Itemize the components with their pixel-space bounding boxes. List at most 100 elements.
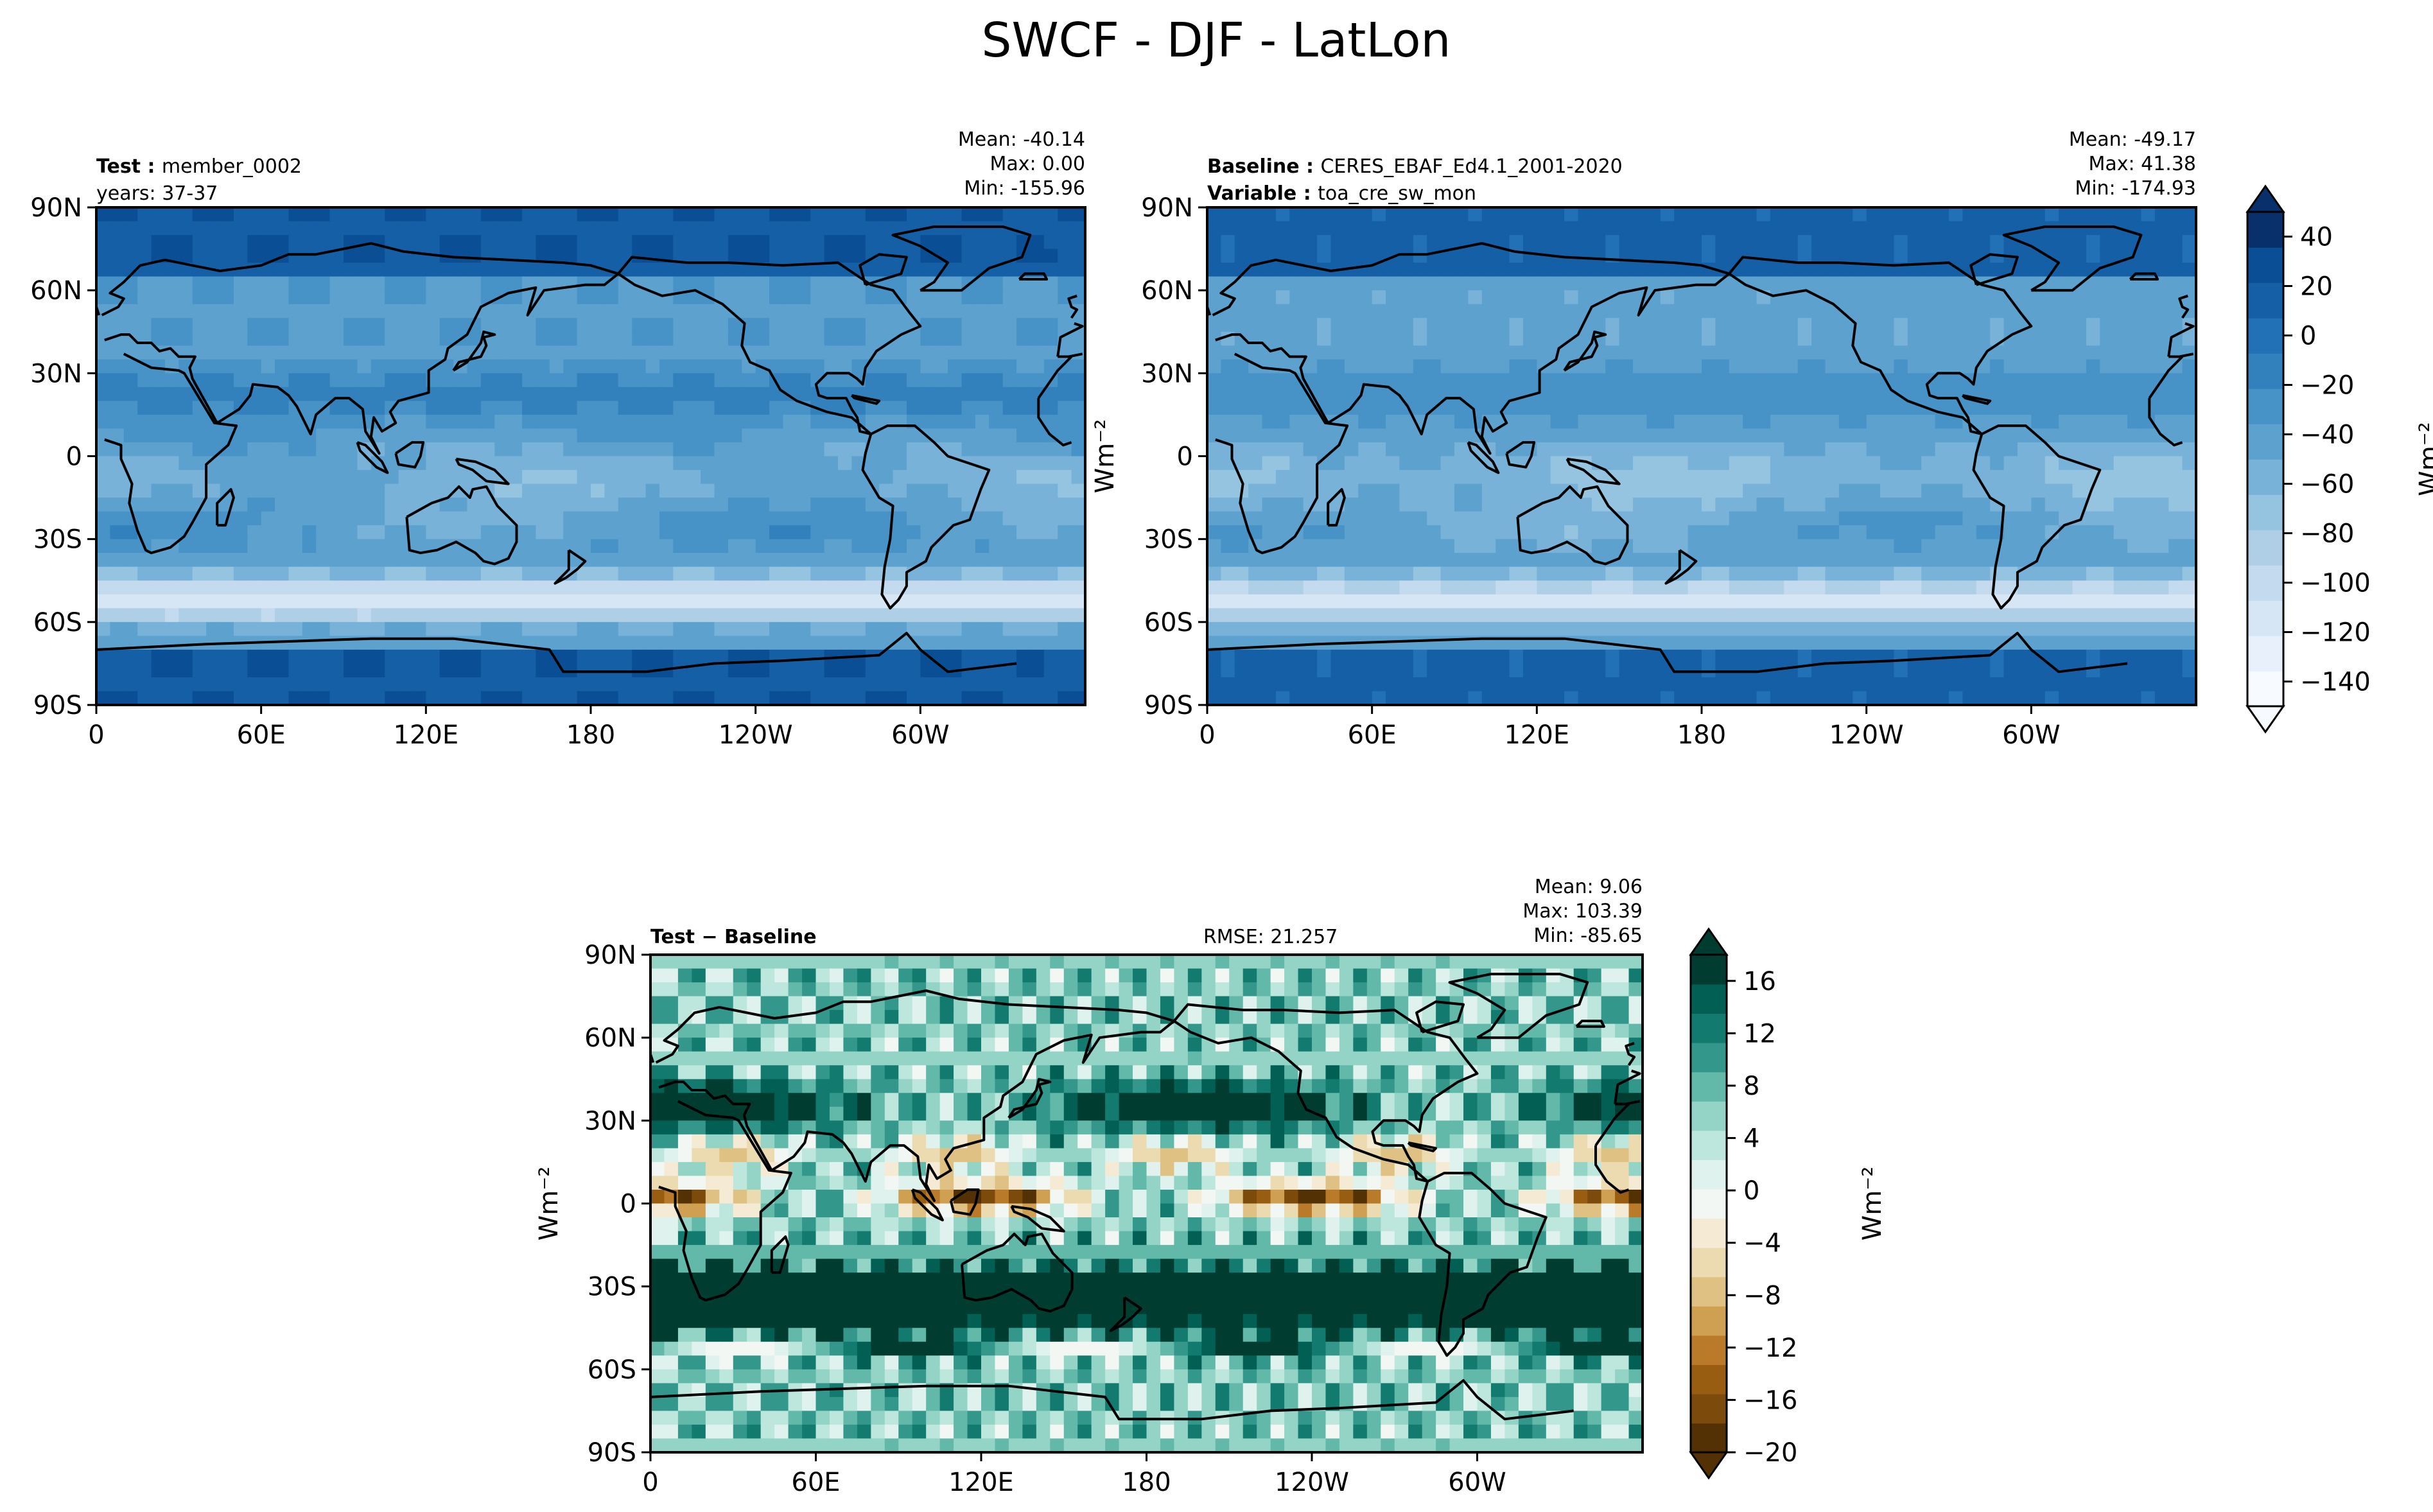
heat-cell xyxy=(426,331,440,346)
heat-cell xyxy=(1907,221,1922,236)
heat-cell xyxy=(1962,221,1977,236)
heat-cell xyxy=(1537,428,1551,443)
heat-cell xyxy=(2100,636,2115,650)
heat-cell xyxy=(137,498,152,512)
heat-cell xyxy=(618,621,632,636)
heat-cell xyxy=(796,663,811,678)
heat-cell xyxy=(796,553,811,568)
heat-cell xyxy=(1743,428,1757,443)
heat-cell xyxy=(508,621,523,636)
heat-cell xyxy=(371,649,385,665)
heat-cell xyxy=(1674,221,1689,236)
heat-cell xyxy=(275,511,290,526)
heat-cell xyxy=(810,207,825,222)
heat-cell xyxy=(192,580,207,595)
heat-cell xyxy=(1440,235,1455,250)
heat-cell xyxy=(2017,498,2032,512)
heat-cell xyxy=(865,498,880,512)
heat-cell xyxy=(412,649,426,665)
heat-cell xyxy=(192,276,207,291)
heat-cell xyxy=(1358,621,1373,636)
heat-cell xyxy=(838,677,852,692)
heat-cell xyxy=(1522,553,1537,568)
heat-cell xyxy=(893,276,907,291)
heat-cell xyxy=(2100,373,2115,388)
heat-cell xyxy=(2100,331,2115,346)
heat-cell xyxy=(329,636,344,650)
heat-cell xyxy=(893,428,907,443)
heat-cell xyxy=(1058,580,1072,595)
heat-cell xyxy=(508,580,523,595)
heat-cell xyxy=(1221,387,1235,401)
heat-cell xyxy=(1440,414,1455,430)
heat-cell xyxy=(508,456,523,471)
heat-cell xyxy=(769,235,784,250)
heat-cell xyxy=(989,331,1004,346)
heat-cell xyxy=(2127,331,2142,346)
heat-cell xyxy=(275,636,290,650)
heat-cell xyxy=(906,331,921,346)
heat-cell xyxy=(261,290,275,305)
heat-cell xyxy=(893,621,907,636)
heat-cell xyxy=(398,594,413,609)
heat-cell xyxy=(1234,442,1249,457)
heat-cell xyxy=(673,525,688,540)
heat-cell xyxy=(1234,263,1249,277)
heat-cell xyxy=(591,498,605,512)
heat-cell xyxy=(1234,373,1249,388)
heat-cell xyxy=(701,442,715,457)
heat-cell xyxy=(1275,525,1290,540)
heat-cell xyxy=(192,207,207,222)
heat-cell xyxy=(1030,221,1045,236)
heat-cell xyxy=(769,456,784,471)
heat-cell xyxy=(412,621,426,636)
heat-cell xyxy=(604,636,619,650)
heat-cell xyxy=(824,290,839,305)
heat-cell xyxy=(1853,401,1867,415)
heat-cell xyxy=(398,663,413,678)
heat-cell xyxy=(480,359,495,374)
heat-cell xyxy=(1756,498,1771,512)
heat-cell xyxy=(316,553,331,568)
heat-cell xyxy=(1207,621,1221,636)
heat-cell xyxy=(1016,566,1031,581)
heat-cell xyxy=(1399,608,1414,623)
heat-cell xyxy=(344,539,358,553)
heat-cell xyxy=(275,553,290,568)
heat-cell xyxy=(865,636,880,650)
heat-cell xyxy=(1962,525,1977,540)
heat-cell xyxy=(96,691,110,705)
heat-cell xyxy=(989,414,1004,430)
heat-cell xyxy=(1058,649,1072,665)
heat-cell xyxy=(1715,221,1730,236)
heat-cell xyxy=(2059,235,2073,250)
heat-cell xyxy=(1811,608,1826,623)
heat-cell xyxy=(1221,276,1235,291)
heat-cell xyxy=(508,470,523,485)
heat-cell xyxy=(975,539,990,553)
heat-cell xyxy=(233,539,248,553)
stats-line: Min: -155.96 xyxy=(964,177,1085,200)
heat-cell xyxy=(2072,636,2087,650)
heat-cell xyxy=(686,621,701,636)
heat-cell xyxy=(302,304,317,318)
heat-cell xyxy=(344,525,358,540)
heat-cell xyxy=(796,511,811,526)
heat-cell xyxy=(1399,359,1414,374)
heat-cell xyxy=(261,331,275,346)
y-tick-label: 90N xyxy=(30,193,82,223)
heat-cell xyxy=(1605,414,1620,430)
heat-cell xyxy=(1317,525,1332,540)
heat-cell xyxy=(1591,207,1606,222)
heat-cell xyxy=(1743,580,1757,595)
heat-cell xyxy=(1935,511,1949,526)
heat-cell xyxy=(275,221,290,236)
heat-cell xyxy=(1275,263,1290,277)
heat-cell xyxy=(2154,414,2169,430)
heat-cell xyxy=(1440,498,1455,512)
heat-cell xyxy=(796,318,811,333)
heat-cell xyxy=(769,304,784,318)
heat-cell xyxy=(536,691,550,705)
heat-cell xyxy=(1496,553,1510,568)
heat-cell xyxy=(220,525,234,540)
